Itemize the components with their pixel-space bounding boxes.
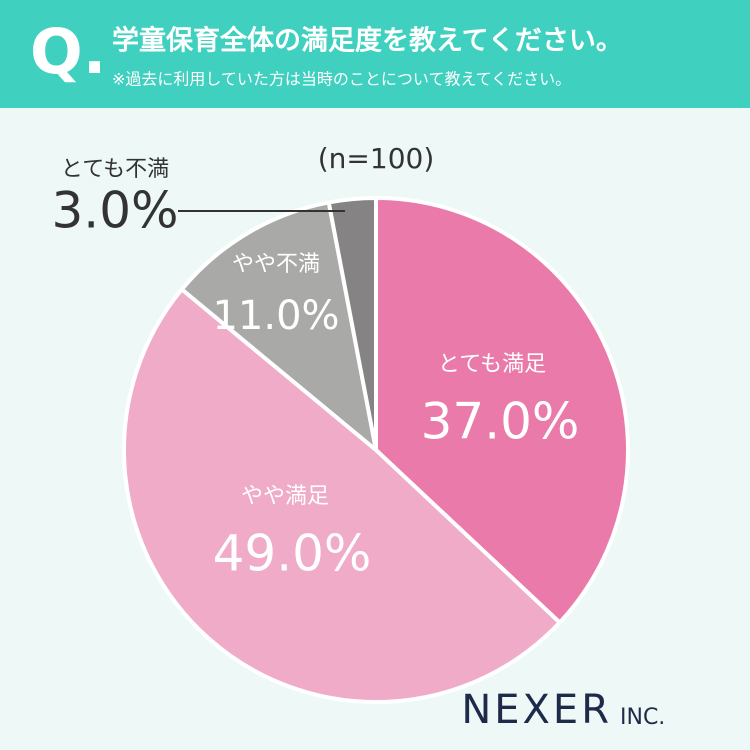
question-title: 学童保育全体の満足度を教えてください。	[112, 25, 623, 57]
header-band	[0, 0, 750, 108]
pie-slice	[374, 195, 630, 626]
value-label: 49.0%	[213, 525, 372, 583]
value-label: 37.0%	[421, 393, 580, 451]
sample-size: (n=100)	[318, 142, 435, 175]
pie-slice	[326, 195, 378, 451]
slice-label: とても満足	[438, 352, 546, 377]
logo-suffix: INC.	[620, 705, 665, 730]
pie-slice	[179, 200, 380, 456]
question-subtitle: ※過去に利用していた方は当時のことについて教えてください。	[112, 70, 571, 89]
slice-label: やや不満	[232, 252, 320, 277]
pie	[122, 195, 630, 704]
pie-slice	[122, 286, 563, 704]
logo: NEXER	[461, 687, 612, 733]
value-label: 11.0%	[212, 293, 339, 339]
q-mark: Q.	[30, 15, 106, 88]
slice-label: とても不満	[61, 157, 169, 182]
value-label: 3.0%	[51, 182, 178, 240]
slice-label: やや満足	[241, 484, 329, 509]
